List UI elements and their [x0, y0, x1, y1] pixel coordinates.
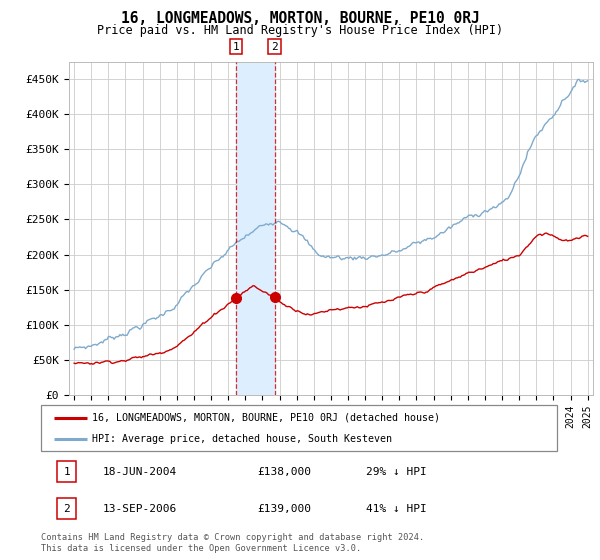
FancyBboxPatch shape — [57, 461, 76, 482]
FancyBboxPatch shape — [41, 405, 557, 451]
Text: 1: 1 — [63, 467, 70, 477]
Text: 16, LONGMEADOWS, MORTON, BOURNE, PE10 0RJ: 16, LONGMEADOWS, MORTON, BOURNE, PE10 0R… — [121, 11, 479, 26]
Text: HPI: Average price, detached house, South Kesteven: HPI: Average price, detached house, Sout… — [92, 435, 392, 444]
Text: 18-JUN-2004: 18-JUN-2004 — [103, 467, 177, 477]
Text: 2: 2 — [63, 504, 70, 514]
Text: Contains HM Land Registry data © Crown copyright and database right 2024.
This d: Contains HM Land Registry data © Crown c… — [41, 533, 424, 553]
Text: Price paid vs. HM Land Registry's House Price Index (HPI): Price paid vs. HM Land Registry's House … — [97, 24, 503, 36]
Text: 13-SEP-2006: 13-SEP-2006 — [103, 504, 177, 514]
Text: 16, LONGMEADOWS, MORTON, BOURNE, PE10 0RJ (detached house): 16, LONGMEADOWS, MORTON, BOURNE, PE10 0R… — [92, 413, 440, 423]
Text: 1: 1 — [233, 41, 239, 52]
Text: 29% ↓ HPI: 29% ↓ HPI — [366, 467, 427, 477]
Text: 2: 2 — [271, 41, 278, 52]
FancyBboxPatch shape — [57, 498, 76, 520]
Text: £138,000: £138,000 — [257, 467, 311, 477]
Text: 41% ↓ HPI: 41% ↓ HPI — [366, 504, 427, 514]
Text: £139,000: £139,000 — [257, 504, 311, 514]
Bar — [236, 62, 275, 395]
